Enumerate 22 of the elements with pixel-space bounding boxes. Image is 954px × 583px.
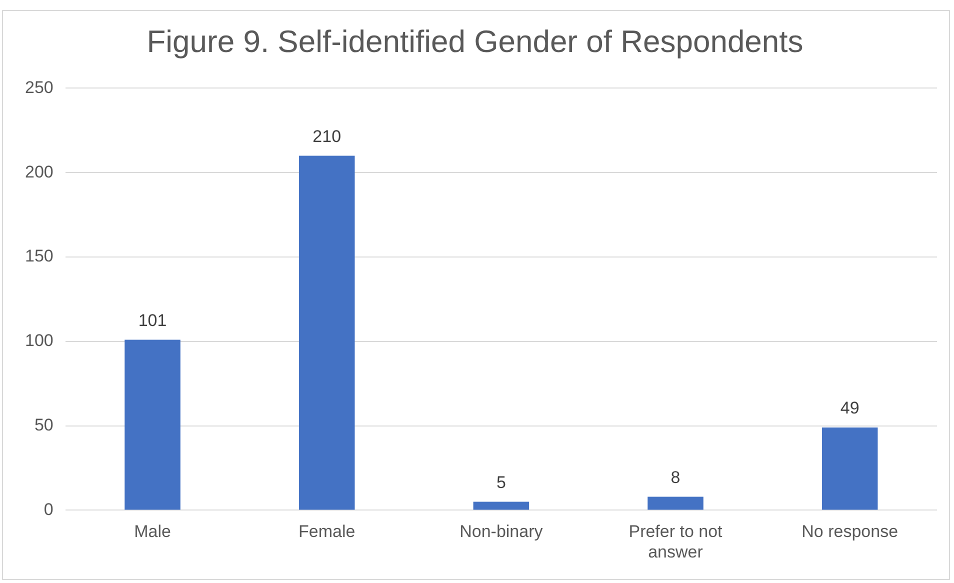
y-tick-label: 100 xyxy=(24,331,54,350)
bar xyxy=(473,502,530,510)
data-label: 5 xyxy=(496,472,506,492)
x-tick-label: Prefer to not answer xyxy=(628,522,723,562)
y-tick-label: 200 xyxy=(24,162,54,182)
data-label: 8 xyxy=(670,468,680,487)
bar xyxy=(822,427,878,510)
y-tick-label: 0 xyxy=(44,500,54,519)
x-tick-label: Non-binary xyxy=(460,522,544,542)
x-tick-label: No response xyxy=(802,522,898,542)
bar xyxy=(124,340,180,510)
data-label: 210 xyxy=(312,126,342,146)
y-tick-label: 250 xyxy=(24,78,54,97)
x-tick-label: Male xyxy=(134,522,171,542)
y-tick-label: 50 xyxy=(34,415,54,434)
data-label: 49 xyxy=(840,398,860,418)
bar xyxy=(298,156,355,510)
bar xyxy=(648,496,704,510)
x-tick-label: Female xyxy=(298,522,356,542)
data-label: 101 xyxy=(138,310,167,330)
y-tick-label: 150 xyxy=(24,246,54,266)
chart-title: Figure 9. Self-identified Gender of Respondents xyxy=(146,24,804,60)
